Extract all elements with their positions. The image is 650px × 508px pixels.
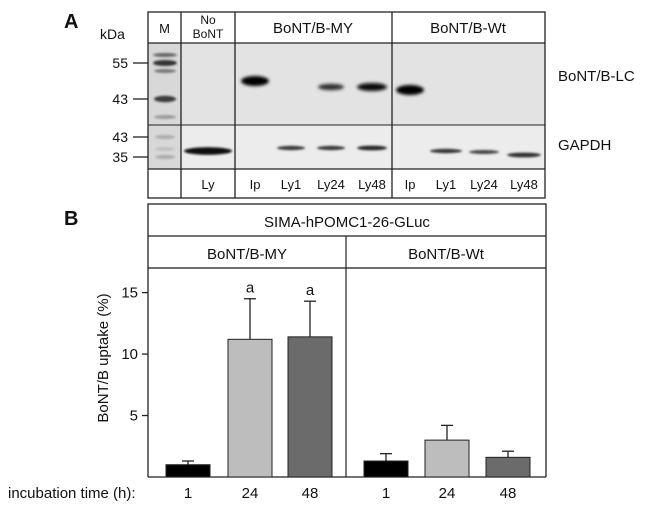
gapdh-band-my-ly48 xyxy=(357,145,387,151)
bar xyxy=(227,338,273,478)
kda-label: kDa xyxy=(100,26,125,42)
lane-label: Ly48 xyxy=(358,177,386,192)
gapdh-band-nobont-ly xyxy=(184,147,232,155)
bars: 1 a 24 a 48 1 24 48 xyxy=(165,280,531,502)
gapdh-band-my-ly24 xyxy=(317,145,345,151)
mw-label-35: 35 xyxy=(112,149,128,165)
marker-column-header: M xyxy=(159,21,170,36)
lc-band-wt-ip xyxy=(396,85,424,95)
x-category-label: 48 xyxy=(302,485,319,502)
lane-label: Ly24 xyxy=(470,177,498,192)
group-label-my: BoNT/B-MY xyxy=(207,246,287,263)
x-category-label: 24 xyxy=(439,485,456,502)
y-tick-label: 15 xyxy=(121,285,138,302)
marker-lane-bands xyxy=(153,53,177,159)
group-label-wt: BoNT/B-Wt xyxy=(408,246,485,263)
bar xyxy=(287,336,333,478)
mw-label-43-top: 43 xyxy=(112,91,128,107)
panel-b-label: B xyxy=(64,208,78,230)
panel-a-label: A xyxy=(64,11,78,33)
bar xyxy=(485,456,531,478)
lane-label: Ip xyxy=(405,177,416,192)
bar xyxy=(165,464,211,478)
lane-labels: Ly Ip Ly1 Ly24 Ly48 Ip Ly1 Ly24 Ly48 xyxy=(201,177,537,192)
lane-label: Ly xyxy=(201,177,215,192)
x-category-label: 24 xyxy=(242,485,259,502)
x-category-label: 1 xyxy=(184,485,192,502)
lc-band-my-ip xyxy=(241,76,269,86)
gapdh-band-wt-ly24 xyxy=(469,150,499,154)
significance-label: a xyxy=(246,280,255,297)
lane-label: Ly1 xyxy=(281,177,301,192)
mw-markers: 55 43 43 35 xyxy=(112,55,148,165)
mw-label-43-bottom: 43 xyxy=(112,129,128,145)
mw-label-55: 55 xyxy=(112,55,128,71)
no-bont-header-line2: BoNT xyxy=(193,27,224,41)
row-label-gapdh: GAPDH xyxy=(558,137,611,154)
y-tick-label: 5 xyxy=(130,408,138,425)
x-category-label: 48 xyxy=(500,485,517,502)
y-ticks: 5 10 15 xyxy=(121,285,148,425)
gapdh-band-wt-ly48 xyxy=(507,152,541,158)
significance-label: a xyxy=(306,282,315,299)
group-header-my: BoNT/B-MY xyxy=(273,20,353,37)
row-label-bont-lc: BoNT/B-LC xyxy=(558,68,635,85)
lane-label: Ly24 xyxy=(317,177,345,192)
bar xyxy=(424,439,470,478)
x-axis-label: incubation time (h): xyxy=(8,485,136,502)
no-bont-header-line1: No xyxy=(200,13,216,27)
gapdh-band-wt-ly1 xyxy=(430,148,462,154)
lc-band-my-ly24 xyxy=(318,83,344,91)
lc-bands xyxy=(241,76,424,95)
gapdh-bands xyxy=(184,145,541,158)
x-category-label: 1 xyxy=(382,485,390,502)
lc-band-my-ly48 xyxy=(357,83,387,91)
bar xyxy=(363,460,409,478)
y-axis-label: BoNT/B uptake (%) xyxy=(95,293,112,422)
chart-title: SIMA-hPOMC1-26-GLuc xyxy=(264,214,430,231)
lane-label: Ip xyxy=(250,177,261,192)
chart-frame xyxy=(147,203,547,478)
group-header-wt: BoNT/B-Wt xyxy=(430,20,507,37)
lane-label: Ly1 xyxy=(436,177,456,192)
y-tick-label: 10 xyxy=(121,346,138,363)
lane-label: Ly48 xyxy=(510,177,538,192)
gapdh-band-my-ly1 xyxy=(277,145,305,151)
